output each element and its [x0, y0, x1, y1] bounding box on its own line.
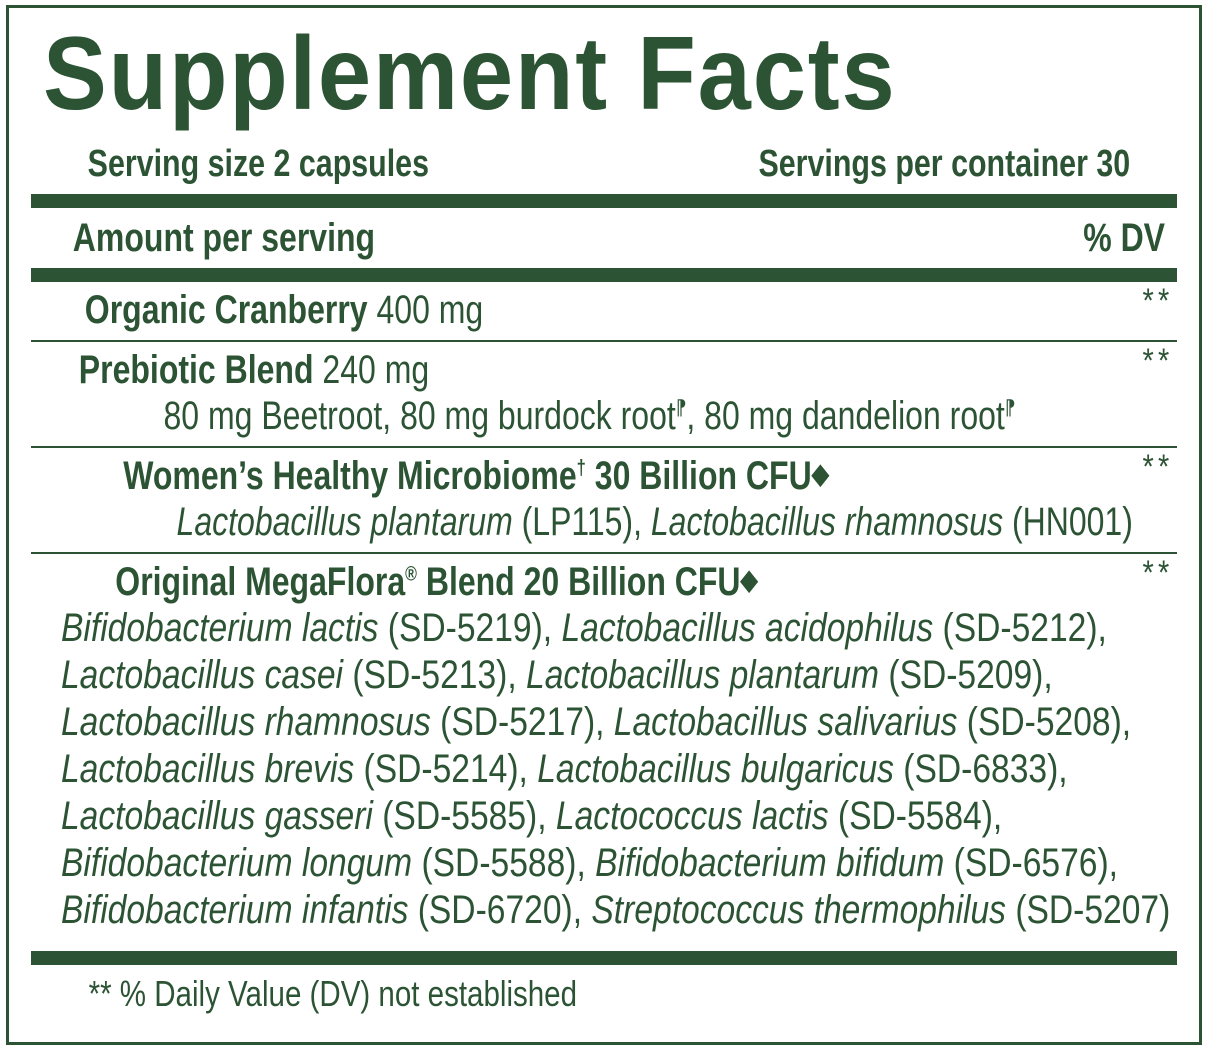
strain-species: Lactobacillus brevis — [61, 747, 364, 791]
diamond-icon: ◆ — [740, 563, 758, 595]
strain-species: Lactococcus lactis — [555, 794, 838, 838]
registered-icon: ® — [405, 563, 417, 586]
organic-mark-icon: ⁋ — [675, 396, 687, 420]
organic-mark-icon: ⁋ — [1004, 396, 1016, 420]
ingredient-row-womens-microbiome: ** Women’s Healthy Microbiome† 30 Billio… — [21, 448, 1187, 552]
strain-species: Lactobacillus acidophilus — [561, 606, 943, 650]
strain-species-lp115: Lactobacillus plantarum — [176, 500, 513, 544]
ingredient-amount-prebiotic: 240 mg — [322, 348, 430, 392]
strain-code-hn001: (HN001) — [1003, 500, 1133, 544]
servings-per-container: Servings per container 30 — [758, 143, 1131, 185]
strain-code: (SD-5207) — [1015, 888, 1171, 932]
ingredient-name-megaflora: Original MegaFlora® Blend 20 Billion CFU… — [115, 560, 758, 604]
strain-code: (SD-5219), — [387, 606, 562, 650]
strain-code-lp115: (LP115), — [512, 500, 651, 544]
strain-species-hn001: Lactobacillus rhamnosus — [650, 500, 1004, 544]
strain-species: Lactobacillus salivarius — [613, 700, 967, 744]
strain-code: (SD-5209), — [888, 653, 1053, 697]
strain-species: Lactobacillus casei — [61, 653, 353, 697]
ingredient-row-megaflora: ** Original MegaFlora® Blend 20 Billion … — [21, 554, 1187, 941]
strain-code: (SD-6576), — [953, 841, 1119, 885]
dagger-icon: † — [576, 456, 586, 480]
strain-code: (SD-5585), — [382, 794, 556, 838]
daily-value-footnote: ** % Daily Value (DV) not established — [88, 973, 578, 1014]
strain-species: Bifidobacterium lactis — [61, 606, 388, 650]
serving-info-row: Serving size 2 capsules Servings per con… — [45, 144, 1177, 184]
strain-code: (SD-6720), — [417, 888, 592, 932]
strain-code: (SD-5588), — [421, 841, 596, 885]
ingredient-name-prebiotic: Prebiotic Blend — [78, 348, 314, 392]
divider-thick-footer — [31, 951, 1177, 965]
strain-species: Bifidobacterium infantis — [61, 888, 418, 932]
strain-species: Lactobacillus rhamnosus — [61, 700, 441, 744]
page-title: Supplement Facts — [43, 16, 897, 132]
strain-species: Lactobacillus bulgaricus — [537, 747, 904, 791]
supplement-facts-panel: Supplement Facts Serving size 2 capsules… — [6, 5, 1202, 1045]
strain-code: (SD-5214), — [363, 747, 538, 791]
strain-species: Bifidobacterium longum — [61, 841, 422, 885]
divider-row-3 — [31, 552, 1177, 554]
percent-dv-label: % DV — [1082, 216, 1165, 260]
strain-code: (SD-6833), — [903, 747, 1068, 791]
serving-size: Serving size 2 capsules — [87, 143, 430, 185]
divider-row-2 — [31, 446, 1177, 448]
strain-species: Lactobacillus gasseri — [61, 794, 383, 838]
divider-row-1 — [31, 340, 1177, 342]
strain-species: Lactobacillus plantarum — [526, 653, 889, 697]
ingredient-amount-cranberry: 400 mg — [376, 288, 484, 332]
ingredient-row-cranberry: ** Organic Cranberry 400 mg — [21, 282, 1187, 340]
amount-per-serving-header: Amount per serving % DV — [35, 216, 1175, 260]
amount-per-serving-label: Amount per serving — [72, 216, 376, 260]
dv-value-cranberry: ** — [1142, 282, 1173, 320]
dv-value-megaflora: ** — [1142, 554, 1173, 592]
ingredient-row-prebiotic: ** Prebiotic Blend 240 mg 80 mg Beetroot… — [21, 342, 1187, 446]
ingredient-name-cranberry: Organic Cranberry — [84, 288, 368, 332]
strain-species: Bifidobacterium bifidum — [595, 841, 954, 885]
strain-code: (SD-5212), — [942, 606, 1107, 650]
ingredient-name-womens-microbiome: Women’s Healthy Microbiome† 30 Billion C… — [123, 454, 829, 498]
prebiotic-sub-ingredients: 80 mg Beetroot, 80 mg burdock root⁋, 80 … — [163, 394, 1016, 438]
dv-value-womens-microbiome: ** — [1142, 448, 1173, 486]
strain-code: (SD-5217), — [440, 700, 614, 744]
strain-code: (SD-5584), — [837, 794, 1003, 838]
divider-thick-header — [31, 268, 1177, 282]
strain-code: (SD-5208), — [966, 700, 1132, 744]
diamond-icon: ◆ — [811, 457, 829, 489]
dv-value-prebiotic: ** — [1142, 342, 1173, 380]
divider-thick-top — [31, 194, 1177, 208]
strain-species: Streptococcus thermophilus — [591, 888, 1016, 932]
strain-code: (SD-5213), — [352, 653, 527, 697]
megaflora-strain-list: Bifidobacterium lactis (SD-5219), Lactob… — [35, 605, 1175, 934]
